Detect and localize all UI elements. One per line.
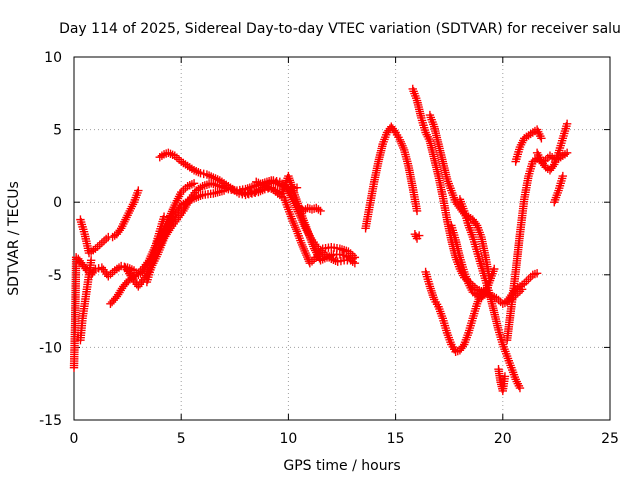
x-tick-label: 10 [279,431,297,447]
data-point [116,261,126,271]
data-point-fill [336,256,346,266]
data-point-fill [338,250,348,260]
data-point [562,148,572,158]
data-point [335,250,345,259]
data-point-fill [94,264,103,273]
data-point-fill [246,188,256,197]
x-tick-label: 15 [387,431,405,447]
data-point [243,189,252,198]
x-tick-label: 0 [70,431,79,447]
y-tick-label: 0 [53,195,62,211]
plot-frame [73,56,611,421]
y-tick-label: 10 [44,50,62,66]
data-point [316,206,325,216]
grid-lines [74,57,610,420]
data-point [532,269,542,278]
data-point [292,183,302,192]
x-axis-label: GPS time / hours [283,458,400,474]
data-point [500,372,510,381]
data-point [537,134,546,143]
y-tick-label: -10 [39,340,62,356]
x-tick-label: 5 [177,431,186,447]
data-marks [69,84,572,396]
data-point [196,168,205,178]
data-point [159,212,169,221]
x-tick-label: 20 [494,431,512,447]
data-point [515,383,525,393]
data-point [562,119,572,128]
data-point [269,176,278,185]
data-point [91,264,100,274]
data-point [558,171,568,181]
data-point [412,206,422,216]
data-point [237,187,246,197]
data-point [490,264,499,274]
x-tick-label: 25 [601,431,619,447]
data-point [189,179,199,188]
y-tick-label: -5 [48,268,62,284]
axis-ticks: 0 5 10 15 20 25 -15 -10 -5 0 5 10 [39,50,619,447]
y-tick-label: -15 [39,413,62,429]
data-point [348,254,357,264]
data-point-fill [272,176,281,186]
data-point [333,257,342,266]
data-point-fill [199,169,208,179]
y-tick-label: 5 [53,123,62,139]
y-axis-label: SDTVAR / TECUs [6,181,22,296]
data-point [414,231,424,240]
data-point [134,186,143,195]
data-point [350,258,360,268]
chart-title: Day 114 of 2025, Sidereal Day-to-day VTE… [59,21,621,37]
data-point [86,256,96,265]
